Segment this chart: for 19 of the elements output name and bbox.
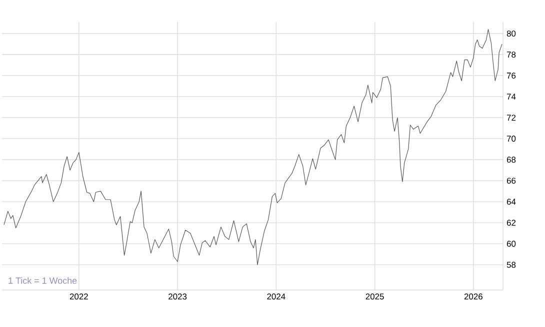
x-tick-label: 2023 — [168, 294, 187, 300]
y-tick-label: 78 — [506, 52, 516, 58]
y-tick-label: 66 — [506, 178, 516, 184]
x-tick-label: 2025 — [366, 294, 384, 300]
y-tick-label: 72 — [506, 114, 516, 121]
x-tick-label: 2024 — [267, 294, 286, 300]
y-tick-label: 58 — [506, 262, 516, 268]
y-tick-label: 80 — [506, 30, 516, 37]
y-tick-label: 60 — [506, 240, 516, 247]
y-tick-label: 62 — [506, 220, 516, 226]
y-tick-label: 70 — [506, 136, 516, 142]
x-tick-label: 2026 — [464, 294, 482, 300]
x-tick-label: 2022 — [70, 294, 88, 300]
y-tick-label: 74 — [506, 94, 516, 100]
line-series — [4, 29, 502, 266]
annotation: 1 Tick = 1 Woche — [8, 277, 77, 284]
y-tick-label: 68 — [506, 156, 516, 163]
y-tick-label: 76 — [506, 72, 516, 79]
y-tick-label: 64 — [506, 198, 516, 205]
